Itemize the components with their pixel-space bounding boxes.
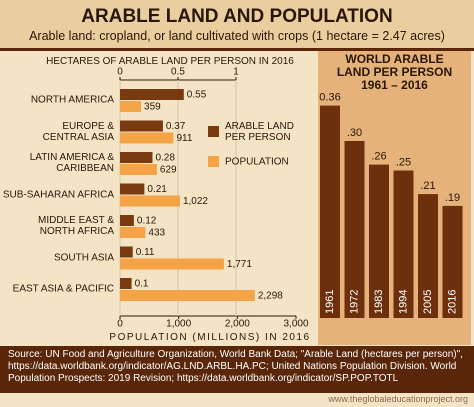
category-label: SOUTH ASIA <box>53 252 114 263</box>
x-tick-label: 0.5 <box>171 67 185 78</box>
x-tick-label: 1983 <box>373 290 385 314</box>
bar <box>393 170 414 318</box>
x-tick-label: 1972 <box>348 290 360 314</box>
x2-tick-label: 1,000 <box>166 319 191 330</box>
bar <box>120 246 133 258</box>
value-label: 0.55 <box>187 90 207 101</box>
bar <box>120 164 157 175</box>
x-tick-label: 1 <box>233 67 239 78</box>
x2-tick-label: 2,000 <box>225 319 250 330</box>
value-label: 0.21 <box>147 184 167 195</box>
bar <box>120 152 153 163</box>
x-tick-label: 1961 <box>324 290 336 314</box>
bar <box>120 101 142 112</box>
x-tick-label: 2016 <box>446 290 458 314</box>
value-label: .30 <box>347 127 362 139</box>
value-label: .19 <box>445 192 460 204</box>
value-label: .21 <box>420 180 435 192</box>
category-label: MIDDLE EAST & NORTH AFRICA <box>38 215 114 237</box>
legend-swatch <box>208 156 219 167</box>
bar <box>120 290 255 301</box>
value-label: 2,298 <box>258 291 283 302</box>
bar <box>120 215 134 226</box>
value-label: 0.37 <box>166 121 186 132</box>
value-label: 0.1 <box>135 279 149 290</box>
category-label: EUROPE & CENTRAL ASIA <box>42 120 114 143</box>
chart-title: WORLD ARABLE LAND PER PERSON 1961 – 2016 <box>336 52 453 93</box>
source: Source: UN Food and Agriculture Organiza… <box>8 349 463 384</box>
bar <box>120 195 180 207</box>
bar <box>120 278 132 289</box>
legend-label: POPULATION <box>225 156 289 168</box>
x2-tick-label: 3,000 <box>283 319 308 330</box>
x2-tick-label: 0 <box>117 319 123 330</box>
value-label: 0.11 <box>136 247 155 258</box>
bar <box>369 164 389 318</box>
value-label: 0.36 <box>319 92 340 104</box>
header <box>0 0 474 51</box>
x2-axis-title: POPULATION (MILLIONS) IN 2016 <box>109 332 311 343</box>
value-label: .26 <box>371 151 386 163</box>
category-label: EAST ASIA & PACIFIC <box>12 283 114 295</box>
bar <box>120 183 145 195</box>
value-label: 0.28 <box>155 153 175 164</box>
bar <box>120 258 224 270</box>
x-tick-label: 2005 <box>422 290 434 314</box>
value-label: 1,771 <box>227 259 252 270</box>
x-tick-label: 1994 <box>397 290 409 314</box>
category-label: SUB-SAHARAN AFRICA <box>2 189 114 200</box>
bar <box>442 205 463 318</box>
value-label: 1,022 <box>183 196 208 207</box>
category-label: LATIN AMERICA & CARIBBEAN <box>29 152 114 174</box>
value-label: 433 <box>148 228 165 239</box>
subtitle: Arable land: cropland, or land cultivate… <box>29 29 445 43</box>
value-label: 0.12 <box>137 216 157 227</box>
source-band <box>0 346 474 393</box>
bar <box>120 120 163 132</box>
bar <box>120 132 174 144</box>
x-tick-label: 0 <box>117 67 123 78</box>
value-label: 359 <box>144 102 161 113</box>
title: ARABLE LAND AND POPULATION <box>81 6 393 27</box>
category-label: NORTH AMERICA <box>30 94 114 106</box>
value-label: 911 <box>176 133 192 144</box>
bar <box>320 105 340 318</box>
bar <box>344 141 365 318</box>
legend-swatch <box>208 126 219 137</box>
x-axis-title: HECTARES OF ARABLE LAND PER PERSON IN 20… <box>46 56 294 67</box>
bar <box>120 227 146 238</box>
bar <box>120 89 184 100</box>
credit: www.theglobaleducationproject.org <box>328 394 468 404</box>
value-label: .25 <box>396 156 411 168</box>
bar <box>418 194 438 318</box>
value-label: 629 <box>160 165 177 176</box>
legend-label: ARABLE LAND PER PERSON <box>225 121 294 143</box>
